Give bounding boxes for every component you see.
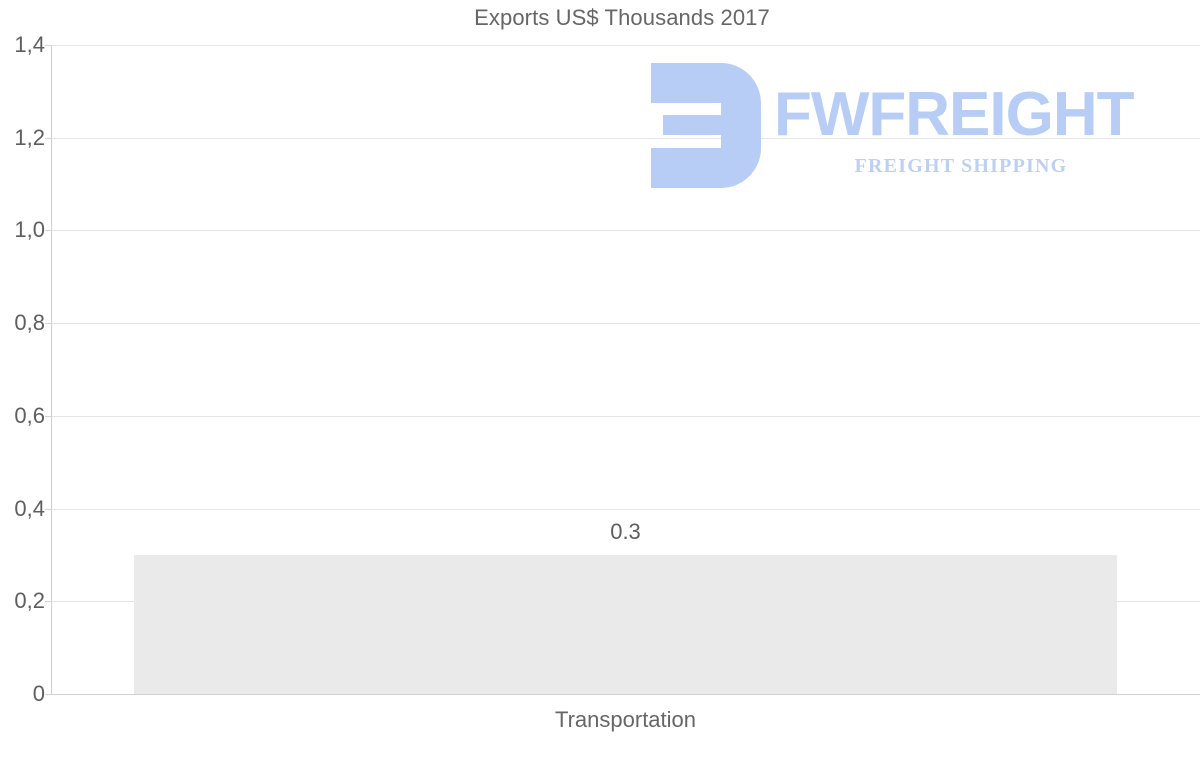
y-axis-tick-labels: 0 0,2 0,4 0,6 0,8 1,0 1,2 1,4 — [0, 0, 45, 763]
gridline — [51, 694, 1200, 695]
y-axis-tick-label: 0,2 — [14, 588, 45, 614]
y-axis-tick-label: 1,2 — [14, 124, 45, 150]
y-axis-tick-mark — [45, 508, 52, 510]
y-axis-tick-label: 1,0 — [14, 217, 45, 243]
y-axis-line — [51, 45, 52, 695]
y-axis-tick-label: 0,8 — [14, 310, 45, 336]
bar-value-label: 0.3 — [610, 518, 641, 544]
gridline — [51, 45, 1200, 46]
bar[interactable] — [134, 554, 1117, 694]
y-axis-tick-mark — [45, 137, 52, 139]
gridline — [51, 230, 1200, 232]
y-axis-tick-label: 0,6 — [14, 402, 45, 428]
y-axis-tick-label: 1,4 — [14, 32, 45, 57]
chart-title: Exports US$ Thousands 2017 — [0, 5, 1200, 31]
gridline — [51, 323, 1200, 325]
y-axis-tick-mark — [45, 45, 52, 46]
y-axis-tick-mark — [45, 601, 52, 603]
gridline — [51, 508, 1200, 510]
y-axis-tick-mark — [45, 415, 52, 417]
y-axis-tick-label: 0,4 — [14, 495, 45, 521]
y-axis-tick-mark — [45, 694, 52, 695]
gridline — [51, 137, 1200, 139]
y-axis-tick-mark — [45, 323, 52, 325]
gridline — [51, 415, 1200, 417]
y-axis-tick-label: 0 — [32, 681, 45, 706]
y-axis-tick-mark — [45, 230, 52, 232]
x-axis-category-label: Transportation — [554, 707, 697, 732]
chart-title-text: Exports US$ Thousands 2017 — [474, 5, 770, 30]
